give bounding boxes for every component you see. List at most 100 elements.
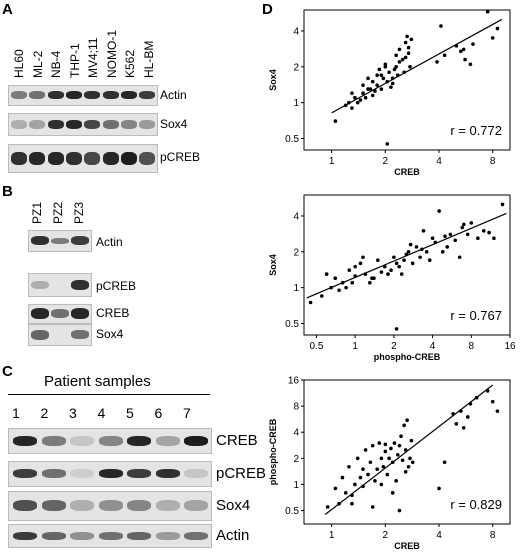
- blot-a-pcreb: [8, 144, 158, 173]
- label-c-sox4: Sox4: [216, 497, 251, 514]
- data-point: [370, 276, 374, 281]
- blot-c-sox4-band-3: [98, 500, 123, 511]
- data-point: [399, 434, 403, 438]
- panel-c-title: Patient samples: [44, 373, 151, 390]
- data-point: [347, 464, 351, 469]
- panel-c-title-rule: [8, 394, 210, 395]
- data-point: [390, 81, 395, 86]
- label-b-pcreb: pCREB: [96, 279, 137, 293]
- x-axis-label: CREB: [394, 541, 420, 551]
- blot-c-creb-band-4: [127, 436, 151, 446]
- data-point: [358, 261, 363, 266]
- x-tick-label: 2: [383, 530, 389, 541]
- blot-a-sox4-band-6: [120, 120, 137, 129]
- y-tick-label: 1: [293, 98, 299, 109]
- data-point: [383, 449, 388, 454]
- blot-c-sox4: [8, 491, 212, 521]
- blot-a-sox4-band-2: [47, 120, 64, 129]
- data-point: [492, 236, 496, 241]
- data-point: [394, 64, 398, 69]
- data-point: [375, 73, 379, 77]
- blot-c-actin-band-3: [98, 532, 123, 540]
- data-point: [333, 486, 338, 491]
- data-point: [397, 47, 402, 52]
- lane-number-0: 1: [12, 405, 20, 421]
- lane-label-b-2: PZ3: [72, 201, 86, 224]
- blot-a-actin: [8, 85, 158, 106]
- data-point: [387, 456, 391, 461]
- data-point: [490, 36, 495, 40]
- data-point: [421, 229, 426, 233]
- data-point: [366, 87, 370, 91]
- data-point: [392, 255, 396, 260]
- y-tick-label: 16: [288, 376, 300, 387]
- blot-c-creb-band-3: [98, 436, 123, 446]
- data-point: [495, 26, 500, 31]
- data-point: [361, 83, 365, 88]
- data-point: [396, 452, 400, 457]
- data-point: [308, 300, 313, 305]
- blot-a-actin-band-4: [84, 91, 101, 99]
- blot-c-sox4-band-5: [155, 500, 180, 511]
- data-point: [481, 229, 486, 233]
- data-point: [403, 40, 408, 45]
- blot-c-actin-band-2: [70, 532, 94, 540]
- data-point: [430, 236, 435, 241]
- blot-c-pcreb-band-3: [98, 469, 123, 478]
- data-point: [375, 467, 379, 471]
- blot-c-creb-band-1: [41, 436, 66, 446]
- data-point: [409, 438, 414, 443]
- data-point: [375, 83, 379, 88]
- data-point: [405, 34, 409, 39]
- lane-label-a-2: NB-4: [49, 50, 63, 78]
- regression-line: [306, 212, 507, 299]
- x-tick-label: 16: [504, 341, 516, 352]
- x-tick-label: 1: [329, 530, 335, 541]
- blot-c-pcreb-band-2: [70, 469, 94, 478]
- y-tick-label: 4: [293, 211, 299, 222]
- blot-b-sox4-band-1: [71, 330, 89, 339]
- regression-line: [324, 384, 494, 516]
- data-point: [361, 255, 365, 260]
- blot-b-actin-band-2: [71, 236, 89, 245]
- data-point: [394, 261, 399, 266]
- x-tick-label: 8: [490, 156, 496, 167]
- x-tick-label: 2: [391, 341, 397, 352]
- data-point: [392, 441, 397, 445]
- data-point: [343, 491, 348, 495]
- blot-a-pcreb-band-2: [47, 152, 64, 165]
- plot-frame: [303, 379, 511, 525]
- x-tick-label: 1: [329, 156, 335, 167]
- data-point: [347, 268, 352, 273]
- data-point: [370, 93, 375, 98]
- data-point: [469, 221, 474, 225]
- x-axis-label: CREB: [394, 167, 420, 177]
- data-point: [368, 460, 373, 465]
- data-point: [361, 91, 365, 96]
- blot-c-pcreb: [8, 461, 212, 487]
- lane-number-5: 6: [154, 405, 163, 421]
- data-point: [319, 294, 324, 298]
- data-point: [406, 45, 411, 50]
- blot-c-creb-band-5: [155, 436, 180, 446]
- lane-label-a-7: HL-BM: [141, 40, 156, 78]
- label-c-pcreb: pCREB: [216, 465, 267, 482]
- data-point: [350, 106, 354, 110]
- data-point: [377, 441, 382, 445]
- data-point: [394, 479, 398, 483]
- blot-c-actin: [8, 524, 212, 548]
- data-point: [368, 280, 372, 285]
- blot-c-pcreb-band-1: [41, 469, 66, 478]
- data-point: [353, 264, 357, 269]
- blot-b-sox4: [28, 324, 92, 346]
- x-tick-label: 8: [490, 530, 496, 541]
- data-point: [485, 9, 490, 14]
- data-point: [403, 469, 408, 474]
- y-tick-label: 2: [293, 62, 299, 73]
- blot-a-pcreb-band-3: [65, 152, 82, 165]
- data-point: [435, 60, 439, 64]
- data-point: [400, 57, 405, 62]
- blot-a-pcreb-band-6: [120, 152, 137, 165]
- blot-c-actin-band-6: [184, 532, 208, 540]
- y-tick-label: 4: [293, 26, 299, 37]
